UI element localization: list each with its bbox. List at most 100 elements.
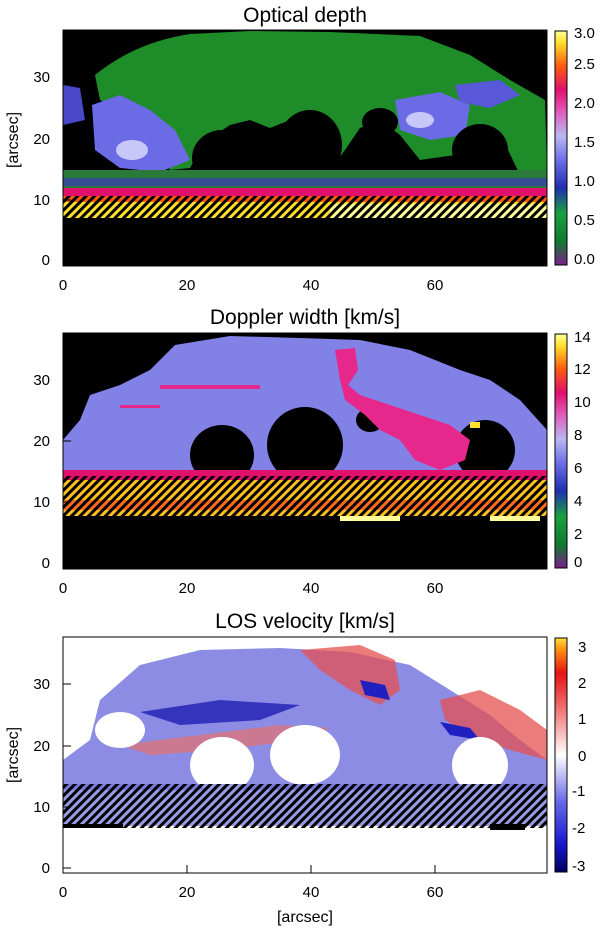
chart-title: LOS velocity [km/s]: [215, 610, 395, 633]
x-tick-label: 20: [179, 884, 196, 901]
x-tick-label: 20: [179, 277, 196, 294]
y-axis: 0 10 20 30: [33, 372, 71, 572]
magenta-high-region: [335, 348, 470, 470]
hatched-region: [63, 196, 547, 220]
colorbar: 0 2 4 6 8 10 12 14: [554, 329, 591, 571]
colorbar-tick-label: 8: [574, 427, 582, 444]
y-tick-label: 10: [33, 192, 50, 209]
x-axis: 0 20 40 60: [59, 561, 444, 597]
blue-main-region: [63, 648, 547, 790]
y-axis-label: [arcsec]: [5, 112, 22, 168]
yellow-spot: [470, 422, 480, 428]
hatched-region: [63, 784, 547, 828]
colorbar-tick-label: 2: [574, 526, 582, 543]
colorbar-tick-label: 6: [574, 460, 582, 477]
colorbar-gradient: [554, 637, 568, 873]
blue-left-edge: [63, 85, 85, 125]
y-tick-label: 30: [33, 372, 50, 389]
colorbar-tick-label: 1: [578, 711, 586, 728]
colorbar: -3 -2 -1 0 1 2 3: [554, 637, 586, 875]
panel-los-velocity: LOS velocity [km/s] 0 20: [5, 610, 586, 926]
colorbar-tick-label: 14: [574, 329, 591, 346]
y-tick-label: 10: [33, 799, 50, 816]
dark-blob: [278, 110, 342, 180]
colorbar-tick-label: 10: [574, 394, 591, 411]
white-blob: [190, 737, 254, 793]
x-tick-label: 0: [59, 277, 67, 294]
blue-top-right-patch: [455, 80, 520, 108]
band-blue: [63, 178, 547, 186]
heatmap-image: [63, 30, 547, 266]
colorbar-tick-label: 0.0: [574, 251, 595, 268]
lavender-bright-left: [116, 140, 148, 160]
chart-title: Optical depth: [243, 4, 367, 27]
colorbar-tick-label: 4: [574, 493, 582, 510]
y-tick-label: 30: [33, 676, 50, 693]
magenta-streak: [160, 385, 260, 389]
y-axis: 0 10 20 30 [arcsec]: [5, 69, 71, 269]
y-axis: 0 10 20 30 [arcsec]: [5, 676, 71, 877]
plot-frame: [62, 29, 548, 267]
colorbar-tick-label: 1.5: [574, 134, 595, 151]
panel-optical-depth: Optical depth: [5, 4, 595, 294]
x-tick-label: 20: [179, 580, 196, 597]
colorbar-tick-label: 0: [578, 748, 586, 765]
y-tick-label: 0: [42, 555, 50, 572]
colorbar-gradient: [554, 30, 568, 266]
blue-left-patch: [92, 95, 190, 172]
white-blob: [270, 725, 340, 785]
colorbar-tick-label: 1.0: [574, 173, 595, 190]
heatmap-image: [63, 637, 547, 873]
x-tick-label: 0: [59, 884, 67, 901]
lower-black-region: [63, 521, 547, 569]
colorbar-tick-label: 0.5: [574, 212, 595, 229]
x-tick-label: 40: [303, 277, 320, 294]
red-right-region: [440, 690, 547, 760]
colorbar-tick-label: -2: [572, 820, 585, 837]
hatched-region: [63, 476, 547, 520]
dark-blue-streak: [360, 680, 390, 700]
y-tick-label: 20: [33, 433, 50, 450]
dark-blue-streak: [440, 722, 480, 740]
colorbar-tick-label: 2.0: [574, 95, 595, 112]
x-tick-label: 40: [303, 580, 320, 597]
pale-yellow-streak: [340, 516, 400, 521]
lower-black-region: [63, 218, 547, 266]
dark-streak: [63, 824, 123, 828]
colorbar-tick-label: 2.5: [574, 56, 595, 73]
x-axis: 0 20 40 60: [59, 258, 444, 294]
y-tick-label: 20: [33, 131, 50, 148]
x-tick-label: 60: [427, 884, 444, 901]
x-axis: 0 20 40 60 [arcsec]: [59, 865, 444, 926]
dark-blob: [362, 108, 398, 136]
y-tick-label: 10: [33, 494, 50, 511]
y-axis-label: [arcsec]: [5, 727, 22, 783]
y-tick-label: 30: [33, 69, 50, 86]
colorbar-tick-label: 3.0: [574, 25, 595, 42]
y-tick-label: 0: [42, 860, 50, 877]
y-tick-label: 20: [33, 738, 50, 755]
x-tick-label: 60: [427, 277, 444, 294]
heatmap-image: [63, 333, 547, 569]
colorbar-tick-label: 12: [574, 361, 591, 378]
plot-frame: [62, 332, 548, 570]
chart-title: Doppler width [km/s]: [210, 306, 400, 329]
colorbar-tick-label: 3: [578, 639, 586, 656]
blue-right-patch: [395, 92, 470, 140]
lavender-bright-right: [406, 112, 434, 128]
pale-yellow-streak: [490, 516, 540, 522]
magenta-streak: [120, 405, 160, 408]
x-tick-label: 60: [427, 580, 444, 597]
panel-doppler-width: Doppler width [km/s] 0: [33, 306, 590, 597]
dark-blob: [455, 420, 515, 480]
x-tick-label: 0: [59, 580, 67, 597]
white-blob: [452, 737, 508, 793]
colorbar-tick-label: -1: [572, 783, 585, 800]
colorbar-gradient: [554, 333, 568, 569]
colorbar-tick-label: -3: [572, 858, 585, 875]
plot-frame: [62, 636, 548, 874]
colorbar: 0.0 0.5 1.0 1.5 2.0 2.5 3.0: [554, 25, 595, 268]
x-axis-label: [arcsec]: [277, 909, 333, 926]
dark-blob: [452, 124, 508, 176]
